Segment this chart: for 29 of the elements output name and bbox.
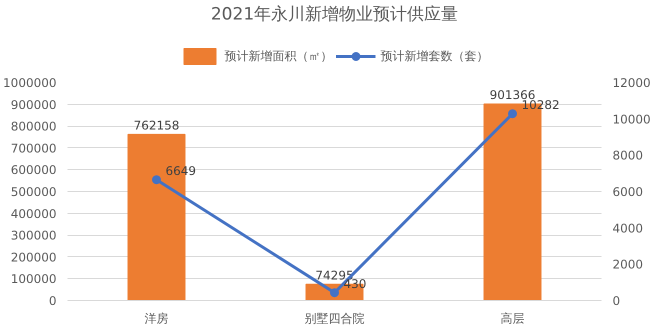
- y-tick-label: 100000: [10, 272, 57, 286]
- y2-tick-label: 10000: [612, 112, 651, 126]
- y-tick-label: 200000: [10, 250, 57, 264]
- y2-tick-label: 6000: [612, 185, 644, 199]
- point: [330, 288, 339, 298]
- data-label: 10282: [522, 98, 560, 112]
- y-tick-label: 0: [48, 294, 57, 308]
- y-tick-label: 1000000: [3, 76, 57, 90]
- y-tick-label: 500000: [10, 185, 57, 199]
- point: [508, 109, 517, 118]
- y2-tick-label: 2000: [612, 258, 644, 272]
- legend-label: 预计新增面积（㎡）: [224, 48, 332, 64]
- y-tick-label: 800000: [10, 120, 57, 134]
- point: [152, 175, 161, 184]
- y2-tick-label: 4000: [612, 221, 644, 236]
- y-tick-label: 600000: [10, 163, 57, 178]
- legend-label: 预计新增套数（套）: [380, 48, 488, 64]
- y2-tick-label: 12000: [612, 76, 651, 90]
- chart-title: 2021年永川新增物业预计供应量: [210, 4, 458, 24]
- y2-tick-label: 8000: [612, 148, 644, 163]
- y-tick-label: 300000: [10, 228, 57, 243]
- y2-tick-label: 0: [612, 294, 620, 308]
- data-label: 762158: [134, 118, 180, 132]
- y-tick-label: 400000: [10, 206, 57, 221]
- x-tick-label: 高层: [500, 312, 524, 326]
- y-tick-label: 900000: [10, 98, 57, 112]
- y-tick-label: 700000: [10, 141, 57, 156]
- x-tick-label: 别墅四合院: [304, 312, 364, 326]
- x-tick-label: 洋房: [144, 312, 168, 326]
